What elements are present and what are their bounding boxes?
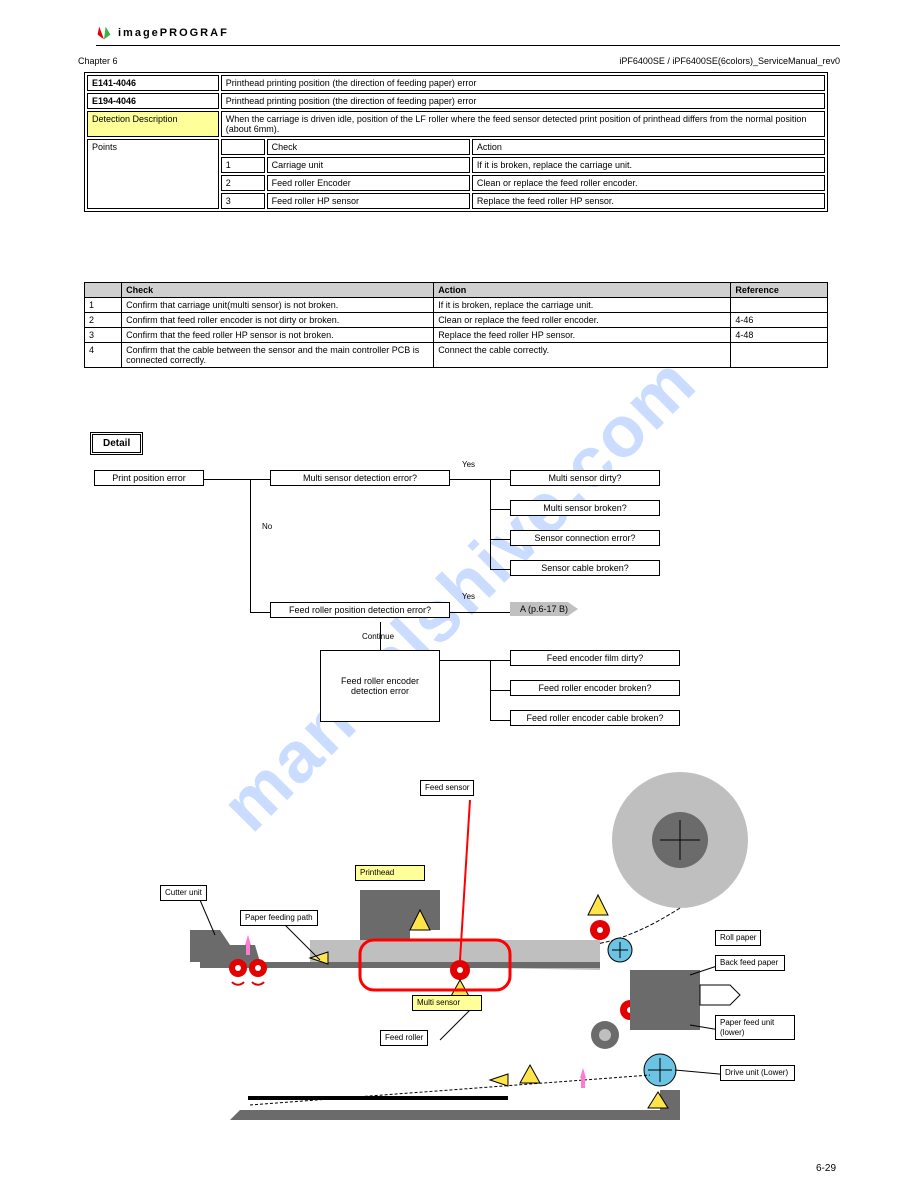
callout-drive: Drive unit (Lower) [720, 1065, 795, 1081]
check-cell: Feed roller Encoder [267, 175, 470, 191]
action-cell: Replace the feed roller HP sensor. [472, 193, 825, 209]
callout-multi-sensor: Multi sensor [412, 995, 482, 1011]
action-cell: Replace the feed roller HP sensor. [434, 328, 731, 343]
ref-cell [731, 343, 828, 368]
row-num: 3 [85, 328, 122, 343]
check-cell: Confirm that feed roller encoder is not … [122, 313, 434, 328]
brand-logo-icon [96, 25, 112, 41]
table-row: E141-4046 Printhead printing position (t… [87, 75, 825, 91]
blank-cell [221, 139, 265, 155]
check-cell: Confirm that the cable between the senso… [122, 343, 434, 368]
ref-cell [731, 298, 828, 313]
table-header-row: Check Action Reference [85, 283, 828, 298]
flow-q1y3: Sensor connection error? [510, 530, 660, 546]
check-header: Check [267, 139, 470, 155]
error-description-table: E141-4046 Printhead printing position (t… [84, 72, 828, 212]
table-row: 2Confirm that feed roller encoder is not… [85, 313, 828, 328]
page-header: imagePROGRAF [96, 20, 840, 46]
table-row: 4Confirm that the cable between the sens… [85, 343, 828, 368]
callout-feed-roller: Feed roller [380, 1030, 428, 1046]
row-num: 1 [85, 298, 122, 313]
check-cell: Carriage unit [267, 157, 470, 173]
yes-label: Yes [462, 592, 475, 601]
points-label: Points [87, 139, 219, 209]
action-header: Action [472, 139, 825, 155]
action-cell: If it is broken, replace the carriage un… [472, 157, 825, 173]
flow-s3: Feed roller encoder cable broken? [510, 710, 680, 726]
flow-root: Print position error [94, 470, 204, 486]
col-action: Action [434, 283, 731, 298]
flow-q1y2: Multi sensor broken? [510, 500, 660, 516]
chapter-bar: Chapter 6 iPF6400SE / iPF6400SE(6colors)… [78, 52, 840, 70]
callout-cutter: Cutter unit [160, 885, 207, 901]
check-cell: Confirm that the feed roller HP sensor i… [122, 328, 434, 343]
mechanical-diagram: Cutter unit Paper feeding path Printhead… [160, 770, 800, 1150]
col-reference: Reference [731, 283, 828, 298]
table-row: E194-4046 Printhead printing position (t… [87, 93, 825, 109]
row-num: 2 [85, 313, 122, 328]
flow-title: Detail [90, 432, 143, 455]
check-cell: Confirm that carriage unit(multi sensor)… [122, 298, 434, 313]
callout-feed-sensor: Feed sensor [420, 780, 474, 796]
flow-q2: Feed roller position detection error? [270, 602, 450, 618]
action-cell: Connect the cable correctly. [434, 343, 731, 368]
brand-name: imagePROGRAF [118, 27, 229, 39]
table-row: 1Confirm that carriage unit(multi sensor… [85, 298, 828, 313]
diagram-svg [160, 770, 800, 1150]
detection-label: Detection Description [87, 111, 219, 137]
flow-s2: Feed roller encoder broken? [510, 680, 680, 696]
action-cell: Clean or replace the feed roller encoder… [434, 313, 731, 328]
flow-q1y1: Multi sensor dirty? [510, 470, 660, 486]
detection-text: When the carriage is driven idle, positi… [221, 111, 825, 137]
ref-cell: 4-48 [731, 328, 828, 343]
chapter-right: iPF6400SE / iPF6400SE(6colors)_ServiceMa… [619, 56, 840, 66]
callout-back: Back feed paper [715, 955, 785, 971]
page-content: imagePROGRAF Chapter 6 iPF6400SE / iPF64… [0, 0, 918, 1188]
cont-label: Continue [362, 632, 394, 641]
callout-lower: Paper feed unit (lower) [715, 1015, 795, 1040]
table-row: Detection Description When the carriage … [87, 111, 825, 137]
callout-paper-path: Paper feeding path [240, 910, 318, 926]
action-cell: Clean or replace the feed roller encoder… [472, 175, 825, 191]
flow-sub: Feed roller encoder detection error [320, 650, 440, 722]
yes-label: Yes [462, 460, 475, 469]
row-num: 4 [85, 343, 122, 368]
flow-q1y4: Sensor cable broken? [510, 560, 660, 576]
no-label: No [262, 522, 272, 531]
flow-s1: Feed encoder film dirty? [510, 650, 680, 666]
table-row: 3Confirm that the feed roller HP sensor … [85, 328, 828, 343]
chapter-left: Chapter 6 [78, 56, 118, 66]
ref-cell: 4-46 [731, 313, 828, 328]
error-title: Printhead printing position (the directi… [221, 93, 825, 109]
table-row: Points Check Action [87, 139, 825, 155]
error-code: E194-4046 [87, 93, 219, 109]
error-code: E141-4046 [87, 75, 219, 91]
action-cell: If it is broken, replace the carriage un… [434, 298, 731, 313]
col-check: Check [122, 283, 434, 298]
flow-reference-tag: A (p.6-17 B) [510, 602, 578, 616]
callout-roll: Roll paper [715, 930, 761, 946]
check-action-table: Check Action Reference 1Confirm that car… [84, 282, 828, 368]
page-number: 6-29 [816, 1163, 836, 1174]
flowchart: Detail Print position error Multi sensor… [90, 432, 810, 762]
flow-q1: Multi sensor detection error? [270, 470, 450, 486]
error-title: Printhead printing position (the directi… [221, 75, 825, 91]
check-cell: Feed roller HP sensor [267, 193, 470, 209]
callout-printhead: Printhead [355, 865, 425, 881]
